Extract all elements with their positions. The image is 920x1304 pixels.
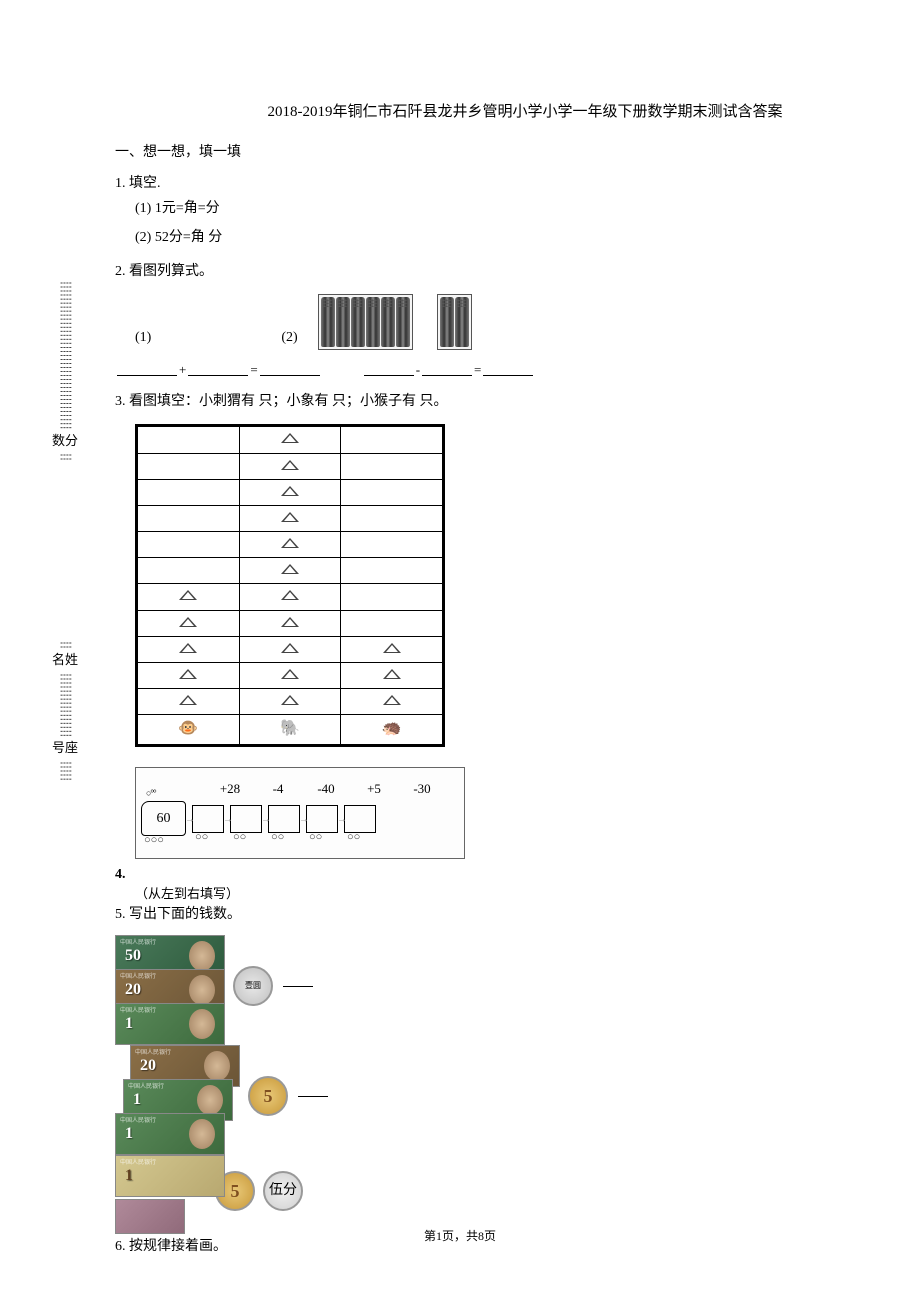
train-car[interactable]: →○○ [192, 805, 224, 833]
train-car[interactable]: →○○ [306, 805, 338, 833]
seat-label: 号座 [52, 740, 78, 756]
q1-sub1: (1) 1元=角=分 [115, 196, 885, 221]
question-2: 2. 看图列算式。 (1) (2) + = - [115, 259, 885, 382]
name-label: 名姓 [52, 652, 78, 668]
q1-label: 1. 填空. [115, 171, 885, 196]
score-label: 数分 [52, 433, 78, 449]
coin-1yuan: 壹圆 [233, 966, 273, 1006]
equals-sign: = [474, 358, 481, 381]
locomotive: 60 ○○○ [141, 801, 186, 836]
q4-note: （从左到右填写） [115, 883, 885, 902]
question-3: 3. 看图填空：小刺猬有 只；小象有 只；小猴子有 只。 🐵🐘🦔 [115, 389, 885, 747]
train-op: +28 [206, 781, 254, 797]
equals-sign: = [250, 358, 257, 381]
train-op: -40 [302, 781, 350, 797]
blank-field[interactable] [422, 358, 472, 376]
q4-number: 4. [115, 867, 885, 883]
q2-part1: (1) [115, 325, 281, 350]
page-title: 2018-2019年铜仁市石阡县龙井乡管明小学小学一年级下册数学期末测试含答案 [115, 100, 885, 121]
page-footer: 第1页，共8页 [0, 1227, 920, 1244]
coin-5fen: 伍分 [263, 1171, 303, 1211]
train-op: -30 [398, 781, 446, 797]
bill-stack: 中国人民银行20 中国人民银行1 中国人民银行1 [115, 1045, 240, 1147]
train-figure: +28 -4 -40 +5 -30 60 ○○○ →○○ →○○ →○○ →○○… [135, 767, 465, 859]
bill-1: 中国人民银行1 [115, 1113, 225, 1155]
bill-stack: 中国人民银行50 中国人民银行20 中国人民银行1 [115, 935, 225, 1037]
bundle-group-1 [318, 294, 413, 350]
sidebar-name: ┊┊ 名姓 ┊┊┊┊┊┊┊┊┊┊┊┊┊┊┊┊ 号座 ┊┊┊┊┊ [52, 640, 78, 780]
train-operations: +28 -4 -40 +5 -30 [206, 781, 446, 797]
coin-5jiao: 5 [248, 1076, 288, 1116]
train-op: -4 [254, 781, 302, 797]
train-car[interactable]: →○○ [344, 805, 376, 833]
blank-field[interactable] [188, 358, 248, 376]
bill-1: 中国人民银行1 [115, 1003, 225, 1045]
bill-stack: 中国人民银行1 [115, 1155, 225, 1226]
page-content: 2018-2019年铜仁市石阡县龙井乡管明小学小学一年级下册数学期末测试含答案 … [115, 100, 885, 1268]
q5-label: 5. 写出下面的钱数。 [115, 902, 885, 927]
minus-sign: - [416, 358, 420, 381]
blank-field[interactable] [364, 358, 414, 376]
section-header: 一、想一想，填一填 [115, 141, 885, 161]
blank-field[interactable] [260, 358, 320, 376]
triangle-chart: 🐵🐘🦔 [135, 424, 445, 747]
q2-label: 2. 看图列算式。 [115, 259, 885, 284]
stick-bundles [318, 294, 472, 350]
dash-lines: ┊┊ [63, 452, 66, 460]
blank-field[interactable] [483, 358, 533, 376]
question-1: 1. 填空. (1) 1元=角=分 (2) 52分=角 分 [115, 171, 885, 251]
sidebar-score: ┊┊┊┊┊┊┊┊┊┊┊┊┊┊┊┊┊┊┊┊┊┊┊┊┊┊┊┊┊┊┊┊┊┊┊┊┊ 数分… [52, 280, 78, 460]
money-group-2: 中国人民银行20 中国人民银行1 中国人民银行1 5 [115, 1045, 885, 1147]
train-car[interactable]: →○○ [268, 805, 300, 833]
dash-lines: ┊┊┊┊┊ [63, 760, 66, 780]
money-blank[interactable] [298, 1096, 328, 1097]
train-car[interactable]: →○○ [230, 805, 262, 833]
dash-lines: ┊┊ [63, 640, 66, 648]
dash-lines: ┊┊┊┊┊┊┊┊┊┊┊┊┊┊┊┊ [63, 672, 66, 736]
train-op: +5 [350, 781, 398, 797]
train-body: 60 ○○○ →○○ →○○ →○○ →○○ →○○ [141, 801, 376, 836]
bundle-group-2 [437, 294, 472, 350]
q1-sub2: (2) 52分=角 分 [115, 225, 885, 250]
q2-part2: (2) [281, 325, 297, 350]
train-start-value: 60 [157, 811, 171, 827]
money-group-1: 中国人民银行50 中国人民银行20 中国人民银行1 壹圆 [115, 935, 885, 1037]
money-blank[interactable] [283, 986, 313, 987]
q2-figure-row: (1) (2) [115, 294, 885, 350]
bill-1yuan: 中国人民银行1 [115, 1155, 225, 1197]
question-5: 5. 写出下面的钱数。 中国人民银行50 中国人民银行20 中国人民银行1 壹圆… [115, 902, 885, 1226]
exam-sidebar: ┊┊┊┊┊┊┊┊┊┊┊┊┊┊┊┊┊┊┊┊┊┊┊┊┊┊┊┊┊┊┊┊┊┊┊┊┊ 数分… [50, 280, 80, 780]
equation-row: + = - = [115, 358, 885, 381]
money-group-3: 中国人民银行1 5 伍分 [115, 1155, 885, 1226]
dash-lines: ┊┊┊┊┊┊┊┊┊┊┊┊┊┊┊┊┊┊┊┊┊┊┊┊┊┊┊┊┊┊┊┊┊┊┊┊┊ [63, 280, 66, 429]
plus-sign: + [179, 358, 186, 381]
blank-field[interactable] [117, 358, 177, 376]
q3-label: 3. 看图填空：小刺猬有 只；小象有 只；小猴子有 只。 [115, 389, 885, 414]
